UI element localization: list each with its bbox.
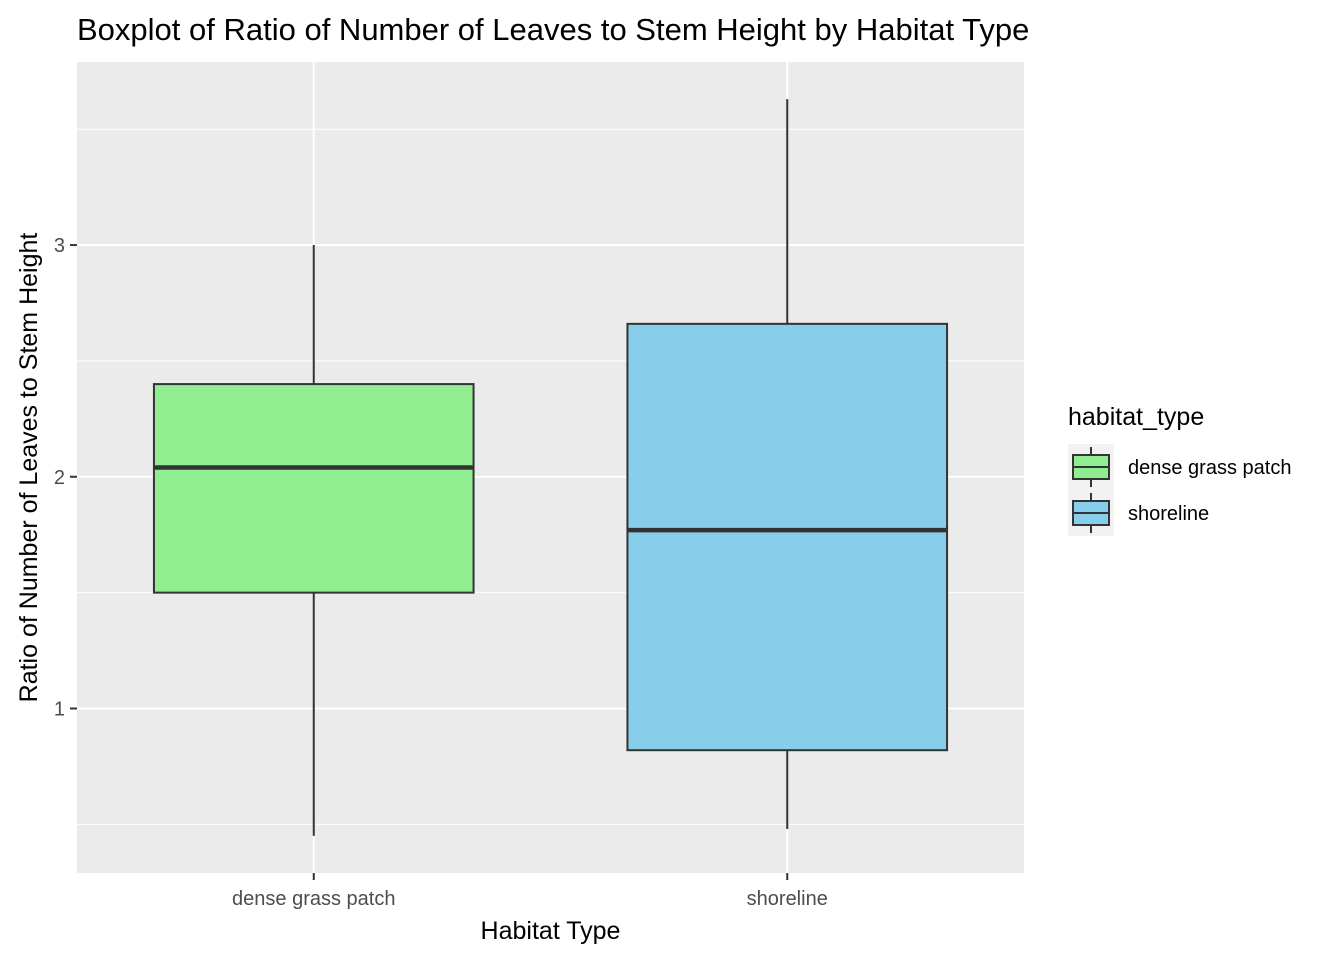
y-tick-label: 3 (54, 235, 65, 257)
y-axis: 1 2 3 (54, 235, 77, 720)
x-axis-title: Habitat Type (481, 917, 621, 945)
box-body (152, 383, 475, 594)
x-axis: dense grass patch shoreline (232, 873, 828, 910)
x-tick-label: shoreline (747, 888, 828, 910)
legend-title: habitat_type (1068, 403, 1204, 431)
box-body (626, 322, 949, 752)
box-dense-grass-patch (152, 245, 475, 836)
x-tick-label: dense grass patch (232, 888, 395, 910)
y-tick-label: 2 (54, 467, 65, 489)
box-series (152, 99, 949, 836)
legend: habitat_type dense grass patch shoreline (1068, 403, 1291, 536)
legend-item: dense grass patch (1068, 444, 1291, 490)
y-axis-title: Ratio of Number of Leaves to Stem Height (15, 233, 43, 703)
legend-label: shoreline (1128, 503, 1209, 525)
y-tick-label: 1 (54, 698, 65, 720)
box-shoreline (626, 99, 949, 829)
legend-label: dense grass patch (1128, 457, 1291, 479)
chart-title: Boxplot of Ratio of Number of Leaves to … (77, 12, 1029, 47)
legend-item: shoreline (1068, 490, 1209, 536)
